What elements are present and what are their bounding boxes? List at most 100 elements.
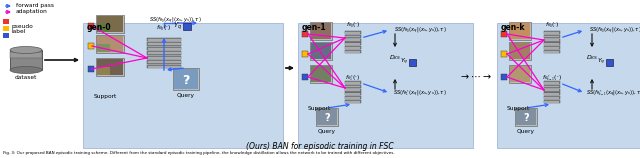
Text: Query: Query (318, 129, 336, 134)
Text: $Y_q$: $Y_q$ (596, 57, 605, 67)
Bar (96, 35, 124, 53)
Bar (510, 23, 530, 39)
Bar (147, 52, 180, 54)
Bar (147, 66, 180, 67)
Bar (3, 33, 9, 38)
Bar (516, 109, 536, 125)
Bar (3, 19, 9, 24)
Bar (311, 23, 331, 39)
Bar (346, 43, 360, 45)
Bar (174, 69, 198, 89)
Bar (310, 22, 332, 40)
Text: $f_{\theta_1^*}(\cdot)$: $f_{\theta_1^*}(\cdot)$ (345, 73, 361, 83)
Bar (345, 31, 361, 34)
Text: Query: Query (177, 93, 195, 98)
Bar (510, 66, 530, 82)
Bar (544, 42, 560, 45)
Bar (10, 50, 42, 70)
Bar (544, 85, 559, 87)
Bar (97, 59, 123, 75)
Bar (544, 100, 560, 103)
Bar (544, 51, 559, 52)
Bar (302, 74, 308, 80)
Bar (147, 48, 180, 49)
Text: gen-1: gen-1 (302, 22, 326, 31)
Bar (544, 47, 559, 49)
Text: dataset: dataset (15, 75, 37, 80)
Bar (509, 22, 531, 40)
Bar (173, 68, 199, 90)
Bar (317, 109, 337, 125)
Bar (544, 35, 560, 38)
Bar (544, 97, 559, 99)
Text: gen-k: gen-k (501, 22, 525, 31)
Bar (147, 43, 180, 45)
Bar (544, 46, 560, 49)
Text: Support: Support (507, 106, 531, 111)
Text: $\rightarrow\cdots\rightarrow$: $\rightarrow\cdots\rightarrow$ (460, 71, 493, 81)
Text: $SS(f_{\theta_{k-1}^*}(x_q|(x_s,y_s)),\tau)$: $SS(f_{\theta_{k-1}^*}(x_q|(x_s,y_s)),\t… (586, 88, 640, 98)
Bar (311, 66, 331, 82)
Bar (544, 50, 560, 53)
Bar (345, 81, 361, 84)
Bar (83, 23, 283, 148)
Bar (96, 58, 124, 76)
Bar (544, 43, 559, 45)
Bar (346, 89, 360, 91)
Bar (147, 39, 180, 40)
Bar (544, 82, 559, 83)
Bar (346, 39, 360, 41)
Bar (183, 23, 191, 30)
Bar (345, 50, 361, 53)
Bar (147, 57, 180, 58)
Bar (544, 81, 560, 84)
Text: Fig. 3: Our proposed BAN episodic training scheme. Different from the standard e: Fig. 3: Our proposed BAN episodic traini… (3, 151, 395, 155)
Bar (88, 23, 94, 29)
Ellipse shape (10, 67, 42, 73)
Bar (544, 39, 559, 41)
Text: Support: Support (308, 106, 332, 111)
Bar (97, 67, 110, 75)
Bar (88, 66, 94, 72)
Bar (310, 42, 332, 60)
Bar (311, 43, 331, 59)
Bar (346, 97, 360, 99)
Text: pseudo: pseudo (11, 24, 33, 29)
Text: (Ours) BAN for episodic training in FSC: (Ours) BAN for episodic training in FSC (246, 142, 394, 151)
Text: ?: ? (523, 113, 529, 123)
Text: $D_{KS}$: $D_{KS}$ (586, 54, 598, 62)
Bar (346, 32, 360, 33)
Bar (316, 108, 338, 126)
Bar (345, 42, 361, 45)
Text: adaptation: adaptation (16, 9, 48, 15)
Bar (409, 59, 416, 66)
Bar (346, 51, 360, 52)
Bar (10, 52, 42, 58)
Bar (509, 65, 531, 83)
Bar (544, 101, 559, 103)
Bar (147, 37, 181, 41)
Text: gen-0: gen-0 (87, 22, 111, 31)
Bar (515, 108, 537, 126)
Bar (345, 92, 361, 95)
Text: Query: Query (517, 129, 535, 134)
Text: ?: ? (324, 113, 330, 123)
Bar (345, 85, 361, 88)
Text: $SS(f_{\theta_0}(x_q|(x_s,y_s)),\tau)$: $SS(f_{\theta_0}(x_q|(x_s,y_s)),\tau)$ (148, 15, 202, 25)
Bar (147, 60, 181, 64)
Bar (544, 85, 560, 88)
Bar (544, 93, 559, 95)
Bar (497, 23, 640, 148)
Bar (97, 44, 110, 52)
Bar (544, 32, 559, 33)
Bar (501, 51, 507, 57)
Bar (147, 55, 181, 59)
Bar (346, 93, 360, 95)
Text: $SS(f_{\theta_0}(x_q|(x_s,y_s)),\tau)$: $SS(f_{\theta_0}(x_q|(x_s,y_s)),\tau)$ (589, 25, 640, 35)
Text: $f_{\theta_{k-1}^*}(\cdot)$: $f_{\theta_{k-1}^*}(\cdot)$ (542, 73, 562, 83)
Bar (147, 51, 181, 55)
Bar (310, 65, 332, 83)
Bar (97, 16, 123, 32)
Bar (302, 31, 308, 37)
Bar (346, 47, 360, 49)
